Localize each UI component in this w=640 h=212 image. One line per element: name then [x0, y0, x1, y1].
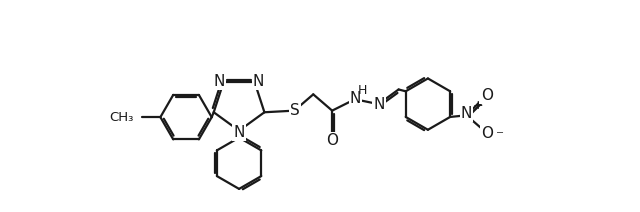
Text: CH₃: CH₃	[109, 111, 134, 124]
Text: O: O	[481, 126, 493, 141]
Text: N: N	[350, 91, 361, 106]
Text: N: N	[214, 74, 225, 89]
Text: N: N	[253, 74, 264, 89]
Text: +: +	[473, 99, 484, 112]
Text: S: S	[291, 103, 300, 118]
Text: H: H	[358, 84, 367, 97]
Text: N: N	[374, 97, 385, 112]
Text: O: O	[326, 134, 338, 148]
Text: N: N	[461, 106, 472, 121]
Text: ⁻: ⁻	[496, 128, 504, 143]
Text: O: O	[481, 88, 493, 103]
Text: N: N	[234, 125, 244, 140]
